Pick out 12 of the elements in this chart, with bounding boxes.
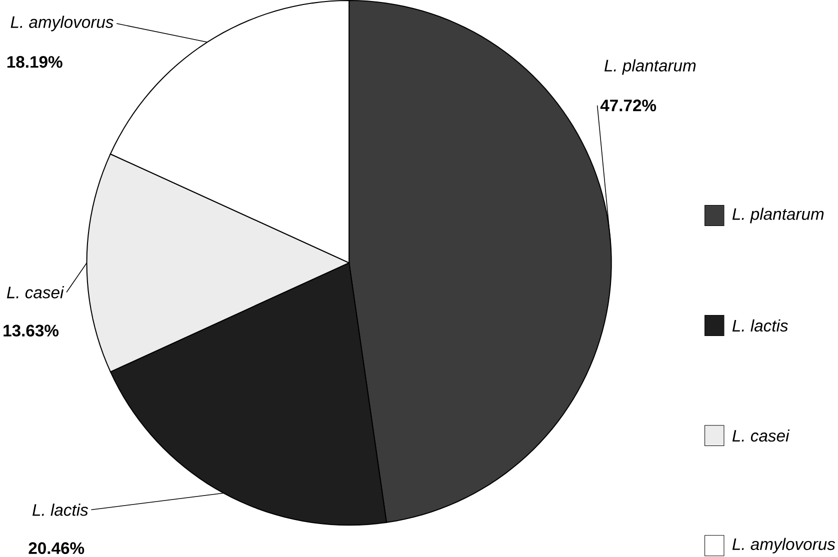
data-label: 47.72% [600,100,656,112]
slice-label: L. lactis [32,504,88,516]
data-label: 13.63% [4,324,59,337]
legend-label: L. casei [732,430,790,442]
slice-label: L. casei [6,286,64,299]
slice-label: L. plantarum [604,59,696,75]
legend-label: L. amylovorus [732,538,836,554]
data-label: 20.46% [28,542,84,554]
legend-label: L. lactis [732,320,788,332]
slice-label: L. amylovorus [10,16,114,32]
data-label: 18.19% [7,56,62,68]
legend-label: L. plantarum [732,208,824,224]
